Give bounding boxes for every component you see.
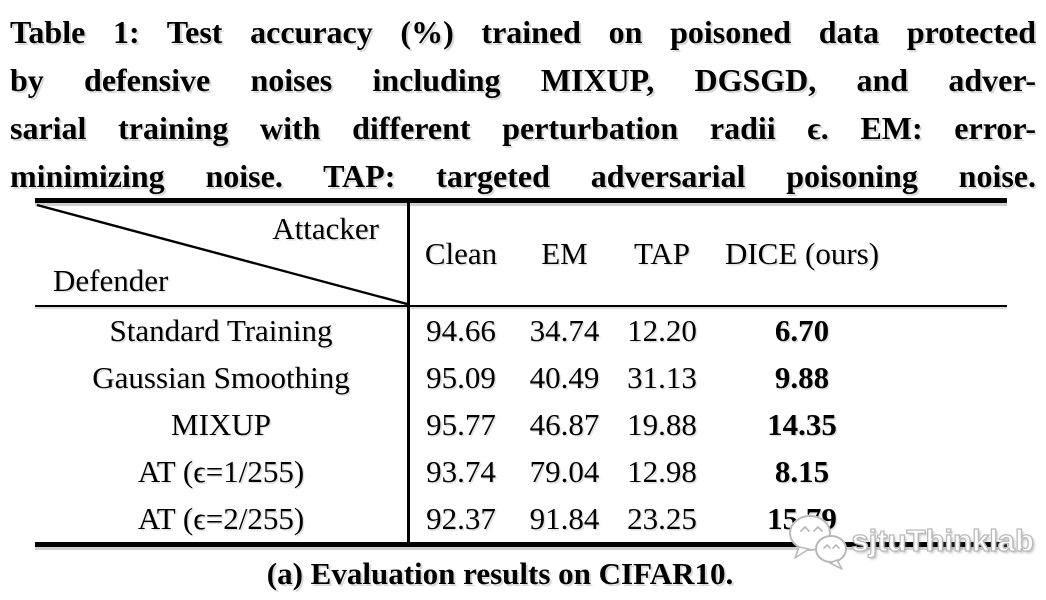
caption-line: by defensive noises including MIXUP, DGS… [10,62,1036,98]
table-row: AT (ϵ=1/255) 93.74 79.04 12.98 8.15 [35,448,1007,495]
row-label: AT (ϵ=2/255) [35,495,410,542]
cell-value-dice: 9.88 [774,359,830,395]
cell-value: 40.49 [529,359,600,395]
cell-value: 92.37 [426,500,496,536]
corner-cell: Attacker Defender [35,203,410,305]
column-header-clean: Clean [424,236,498,271]
cell-value: 23.25 [627,500,697,536]
table-mid-rule [35,305,1007,307]
row-label: AT (ϵ=1/255) [35,448,410,495]
cell-value: 31.13 [627,359,697,395]
corner-label-attacker: Attacker [272,211,379,246]
table-row: MIXUP 95.77 46.87 19.88 14.35 [35,401,1007,448]
row-label: Gaussian Smoothing [35,354,410,401]
caption-line: sarial training with different perturbat… [10,110,1036,146]
table-top-rule [35,198,1007,203]
cell-value: 12.20 [627,312,697,348]
subfigure-caption: (a) Evaluation results on CIFAR10. [266,556,734,591]
cell-value: 19.88 [627,406,697,442]
table-bottom-rule [35,542,1007,547]
corner-label-defender: Defender [53,263,169,298]
table-header-row: Attacker Defender Clean EM TAP DICE (our… [35,203,1007,305]
column-header-em: EM [541,236,588,271]
cell-value: 46.87 [529,406,600,442]
watermark: sjtuThinklab [787,512,1035,570]
cell-value: 95.77 [426,406,496,442]
row-label: MIXUP [35,401,410,448]
cell-value: 95.09 [426,359,496,395]
row-label: Standard Training [35,307,410,354]
caption-line: Table 1: Test accuracy (%) trained on po… [10,14,1036,50]
diagonal-divider-line [36,203,407,305]
cell-value: 34.74 [529,312,600,348]
cell-value: 94.66 [426,312,496,348]
watermark-text: sjtuThinklab [851,522,1035,558]
table-row: Gaussian Smoothing 95.09 40.49 31.13 9.8… [35,354,1007,401]
cell-value: 93.74 [426,453,496,489]
column-header-tap: TAP [633,236,691,271]
table-row: AT (ϵ=2/255) 92.37 91.84 23.25 15.79 [35,495,1007,542]
wechat-chat-bubbles-icon [789,515,848,570]
table-caption: Table 1: Test accuracy (%) trained on po… [10,10,1036,202]
caption-line: minimizing noise. TAP: targeted adversar… [10,158,1036,194]
cell-value: 91.84 [529,500,600,536]
column-header-dice: DICE (ours) [724,236,880,271]
cell-value: 79.04 [529,453,600,489]
cell-value-dice: 14.35 [767,406,837,442]
cell-value: 12.98 [627,453,697,489]
results-table: Attacker Defender Clean EM TAP DICE (our… [35,198,1007,547]
cell-value-dice: 6.70 [774,312,830,348]
table-row: Standard Training 94.66 34.74 12.20 6.70 [35,307,1007,354]
cell-value-dice: 8.15 [774,453,830,489]
